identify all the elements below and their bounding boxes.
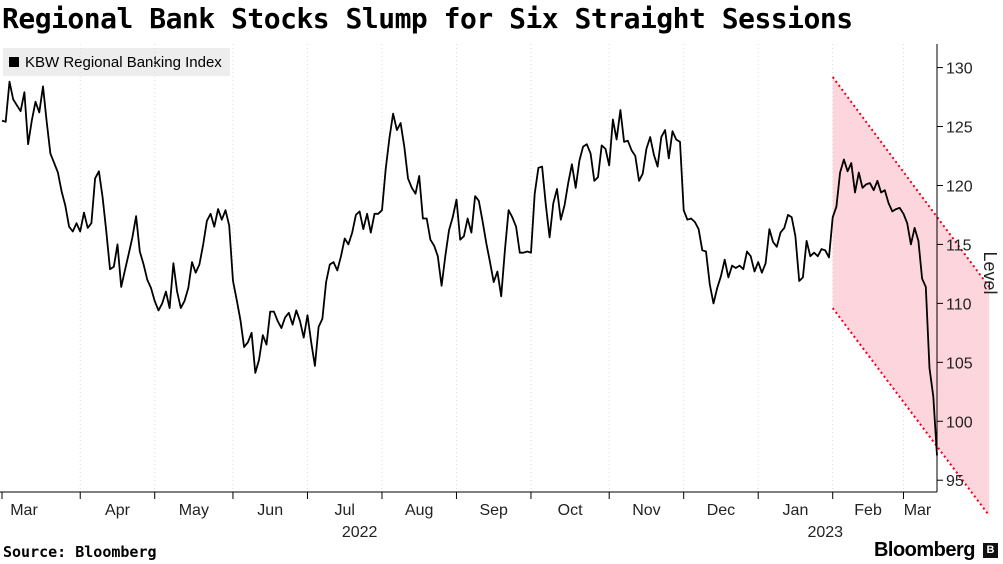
x-tick-label: Aug	[405, 502, 433, 519]
y-tick-label: 100	[946, 414, 973, 431]
y-tick-label: 125	[946, 120, 973, 137]
x-tick-label: Apr	[105, 502, 131, 519]
y-axis-label: Level	[980, 251, 1000, 294]
x-year-label: 2022	[342, 524, 378, 541]
x-tick-label: Jul	[334, 502, 354, 519]
legend-label: KBW Regional Banking Index	[25, 53, 222, 71]
x-tick-label: Sep	[479, 502, 508, 519]
legend: KBW Regional Banking Index	[3, 48, 230, 76]
series-group	[1, 80, 938, 456]
chart-title: Regional Bank Stocks Slump for Six Strai…	[2, 2, 853, 35]
y-tick-label: 105	[946, 355, 973, 372]
y-tick-label: 130	[946, 61, 973, 78]
x-tick-label: Jun	[257, 502, 283, 519]
channel-upper-line	[831, 76, 990, 288]
series-line-kbw-regional-banking-index	[1, 80, 938, 456]
x-year-label: 2023	[807, 524, 843, 541]
x-tick-label: Feb	[854, 502, 882, 519]
source-note: Source: Bloomberg	[3, 543, 157, 561]
bloomberg-b-icon: B	[983, 543, 998, 558]
brand-logo: Bloomberg	[873, 539, 976, 561]
channel-lower-line	[831, 307, 990, 517]
x-tick-label: Dec	[707, 502, 735, 519]
x-tick-label: Mar	[904, 502, 932, 519]
x-tick-label: Oct	[558, 502, 583, 519]
x-tick-label: May	[179, 502, 209, 519]
y-tick-label: 120	[946, 178, 973, 195]
legend-swatch	[9, 57, 19, 67]
y-tick-label: 95	[946, 473, 964, 490]
x-axis: Mar Apr May Jun Jul Aug Sep Oct Nov Dec Jan Feb Mar 2…	[0, 491, 937, 541]
x-tick-label: Jan	[783, 502, 809, 519]
y-tick-label: 115	[946, 237, 972, 254]
x-tick-label: Mar	[10, 502, 38, 519]
y-axis: 95 100 105 110 115 120 125 130	[936, 44, 973, 492]
y-tick-label: 110	[946, 296, 972, 313]
x-tick-label: Nov	[632, 502, 660, 519]
